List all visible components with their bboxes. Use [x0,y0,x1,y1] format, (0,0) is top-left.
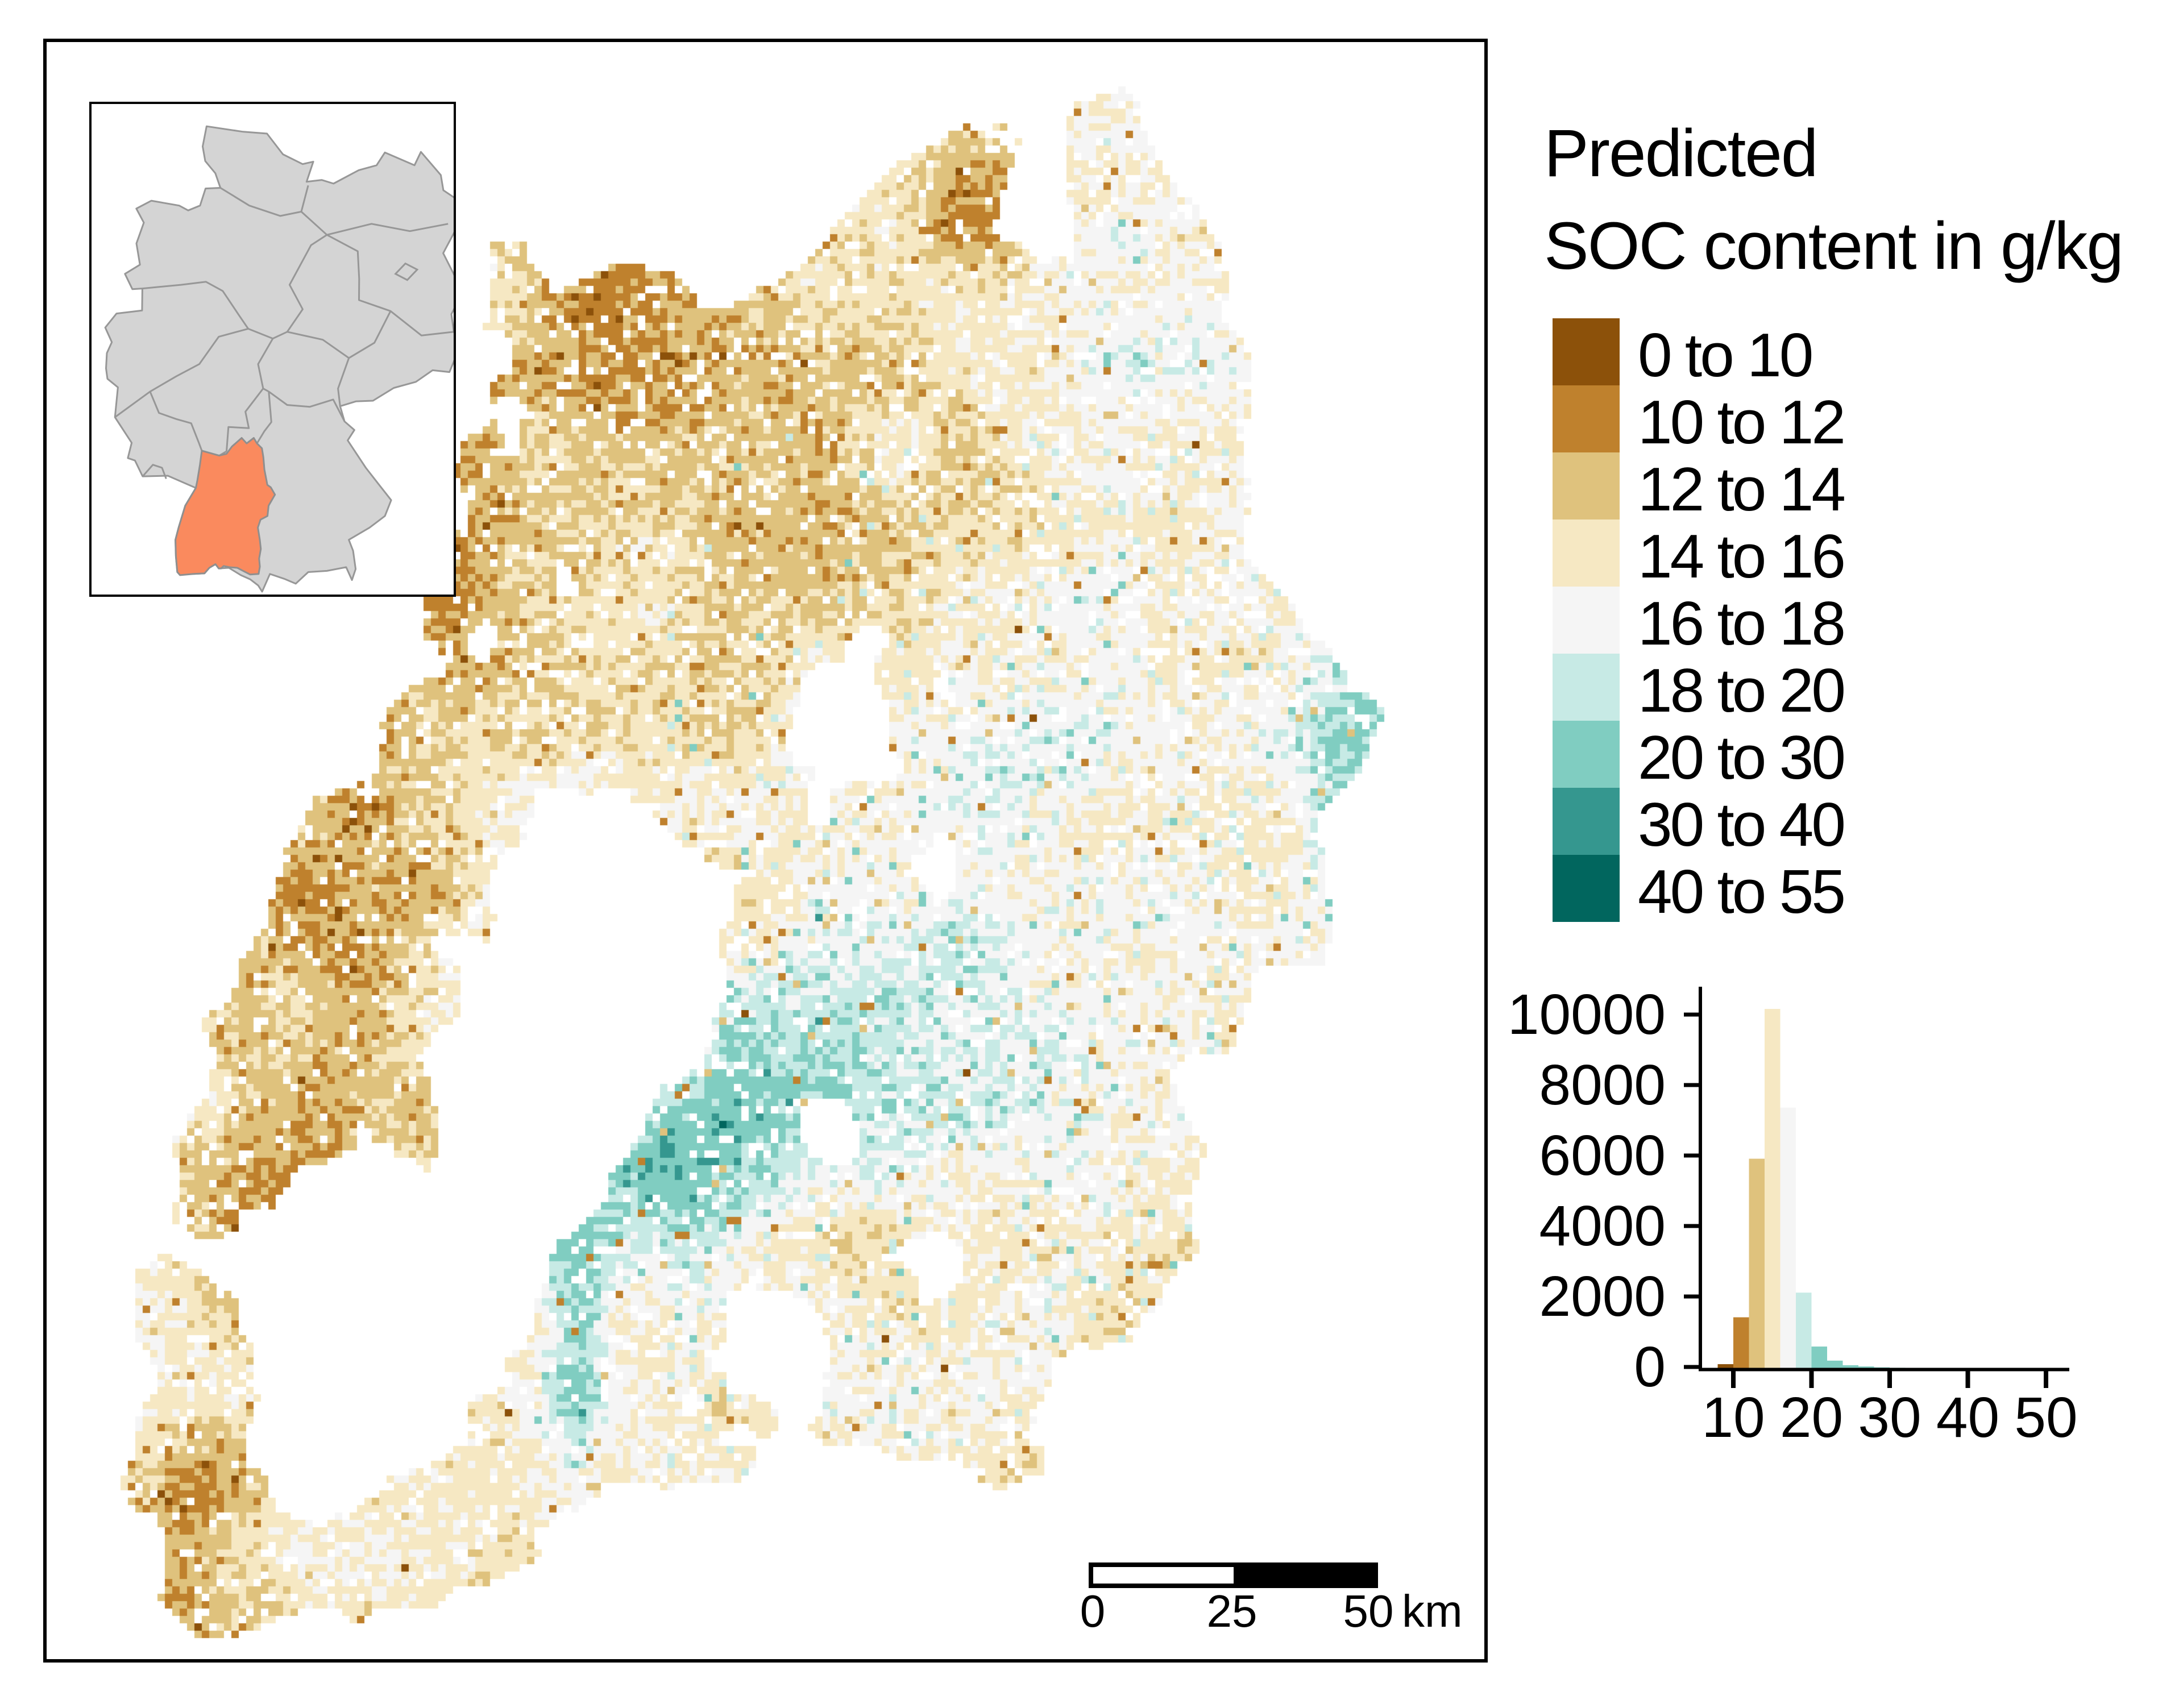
svg-text:20: 20 [1780,1386,1843,1449]
svg-text:30: 30 [1858,1386,1921,1449]
svg-text:8000: 8000 [1539,1053,1666,1117]
svg-text:50: 50 [2014,1386,2077,1449]
svg-text:6000: 6000 [1539,1124,1666,1187]
svg-text:10000: 10000 [1508,983,1666,1046]
svg-text:10: 10 [1701,1386,1765,1449]
svg-text:0: 0 [1634,1335,1666,1399]
svg-text:4000: 4000 [1539,1194,1666,1258]
svg-text:40: 40 [1936,1386,1999,1449]
svg-text:2000: 2000 [1539,1265,1666,1328]
